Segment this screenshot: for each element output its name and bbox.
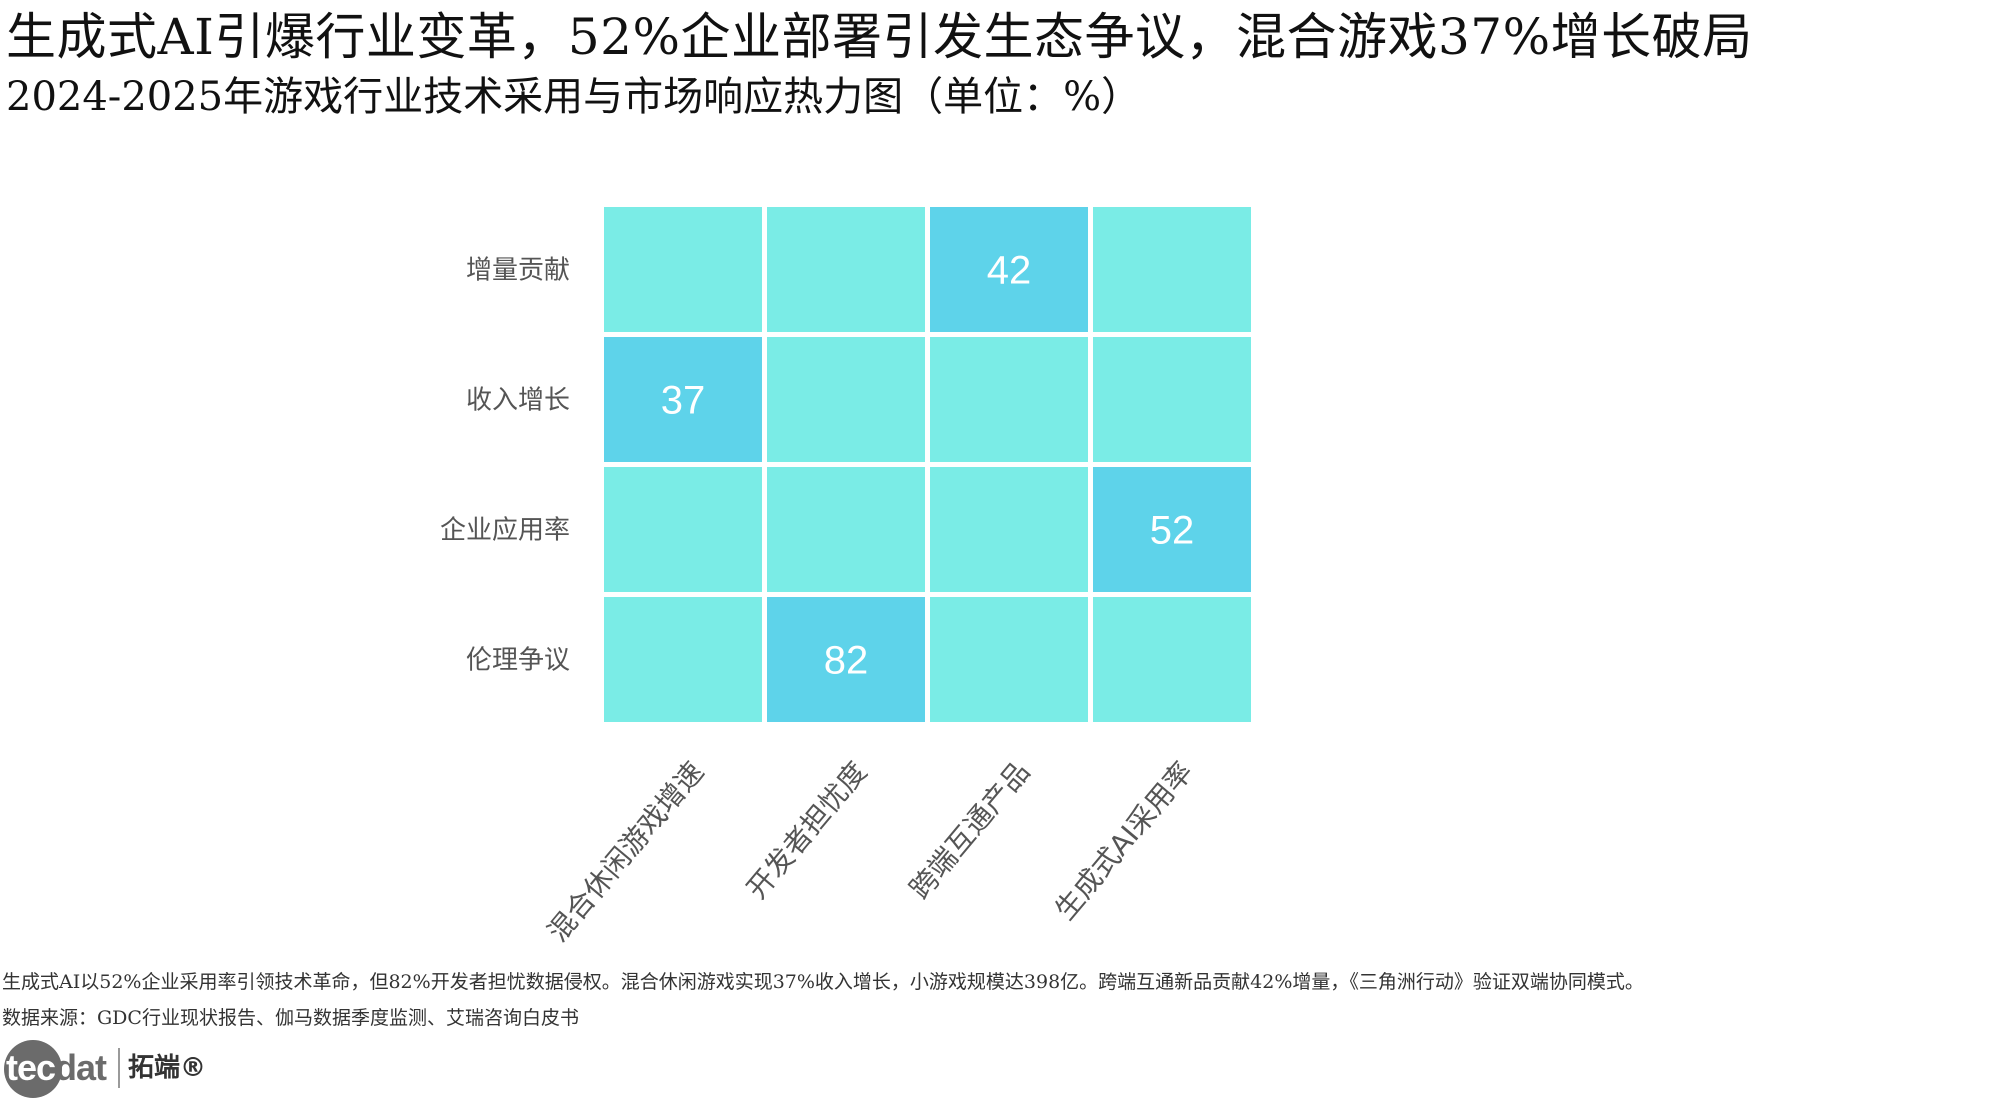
heatmap-cell [1093, 337, 1251, 462]
chart-subtitle: 2024-2025年游戏行业技术采用与市场响应热力图（单位：%） [6, 74, 1142, 120]
heatmap-cell [1093, 597, 1251, 722]
data-source-note: 数据来源：GDC行业现状报告、伽马数据季度监测、艾瑞咨询白皮书 [2, 1007, 579, 1029]
heatmap-cell [767, 467, 925, 592]
column-label: 开发者担忧度 [740, 755, 873, 905]
column-label: 生成式AI采用率 [1048, 755, 1199, 926]
logo-circle-icon [4, 1040, 62, 1098]
row-label: 收入增长 [466, 386, 570, 416]
column-label: 跨端互通产品 [903, 755, 1036, 905]
heatmap-chart: 42 增量贡献 37 收入增长 52 企业应用率 82 伦理争议混合休闲游戏增速 开发者担忧度跨… [440, 207, 1251, 948]
logo-cn-name: 拓端® [128, 1053, 207, 1083]
cell-value-label: 37 [661, 379, 706, 423]
cell-value-label: 82 [824, 639, 869, 683]
heatmap-cell [767, 597, 925, 722]
logo-divider [118, 1048, 120, 1088]
heatmap-cell [930, 207, 1088, 332]
heatmap-cell [930, 467, 1088, 592]
logo-word-part2: dat [55, 1047, 107, 1088]
logo-wordmark: tecdat [6, 1046, 107, 1090]
logo-word-part1: tec [6, 1047, 56, 1088]
heatmap-cell [604, 597, 762, 722]
heatmap-cell [930, 597, 1088, 722]
chart-summary-note: 生成式AI以52%企业采用率引领技术革命，但82%开发者担忧数据侵权。混合休闲游… [2, 971, 1644, 993]
heatmap-cell [767, 207, 925, 332]
heatmap-cell [930, 337, 1088, 462]
heatmap-cell [767, 337, 925, 462]
heatmap-cell [604, 207, 762, 332]
heatmap-cell [1093, 207, 1251, 332]
row-label: 伦理争议 [466, 646, 570, 676]
heatmap-cell [604, 337, 762, 462]
cell-value-label: 52 [1150, 509, 1195, 553]
cell-value-label: 42 [987, 249, 1032, 293]
brand-logo: tecdat 拓端® [4, 1040, 264, 1100]
row-label: 增量贡献 [466, 256, 570, 286]
column-label: 混合休闲游戏增速 [541, 755, 710, 948]
chart-title: 生成式AI引爆行业变革，52%企业部署引发生态争议，混合游戏37%增长破局 [6, 8, 1753, 66]
heatmap-cell [604, 467, 762, 592]
heatmap-cell [1093, 467, 1251, 592]
row-label: 企业应用率 [440, 516, 570, 546]
